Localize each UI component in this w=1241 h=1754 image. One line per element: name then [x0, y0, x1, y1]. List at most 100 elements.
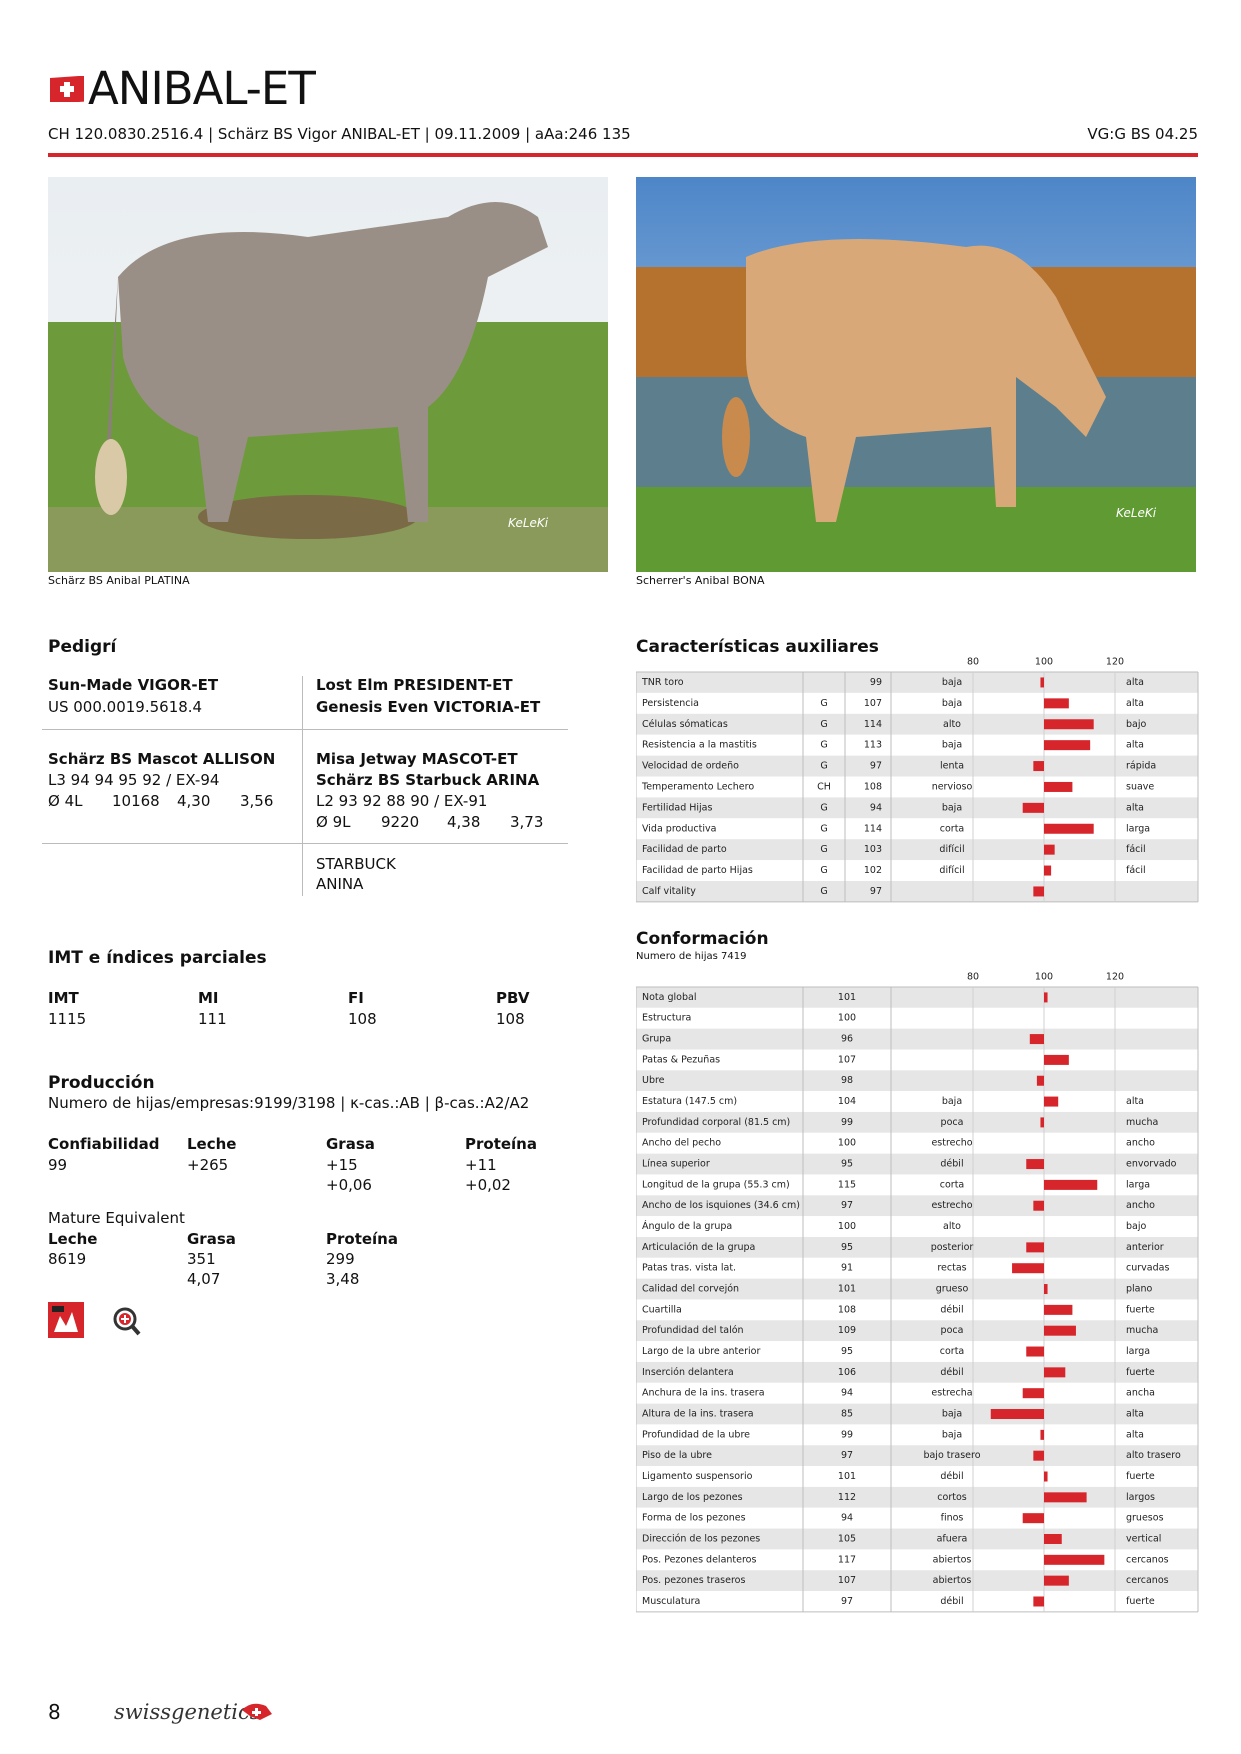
- row-background: [636, 1403, 1198, 1425]
- row-value: 107: [864, 698, 882, 709]
- low-label: débil: [940, 1471, 963, 1482]
- x-tick-label: 80: [967, 657, 979, 668]
- row-background: [636, 1299, 1198, 1321]
- row-background: [636, 818, 1198, 840]
- row-value: 97: [870, 886, 882, 897]
- row-background: [636, 1195, 1198, 1217]
- row-label: Temperamento Lechero: [641, 781, 754, 792]
- divider: [302, 676, 303, 896]
- high-label: fácil: [1126, 865, 1146, 876]
- brand-logo: [242, 1703, 272, 1720]
- row-value: 94: [870, 802, 882, 813]
- bar: [1044, 740, 1091, 751]
- low-label: estrecho: [931, 1138, 972, 1149]
- production-value: +0,06: [326, 1176, 372, 1194]
- section-title: Conformación: [636, 929, 769, 949]
- row-label: Ubre: [642, 1075, 665, 1086]
- row-background: [636, 1445, 1198, 1467]
- low-label: débil: [940, 1596, 963, 1607]
- mature-value: 299: [326, 1250, 355, 1268]
- low-label: débil: [940, 1304, 963, 1315]
- high-label: rápida: [1126, 761, 1156, 772]
- row-label: Fertilidad Hijas: [642, 802, 712, 813]
- row-value: 109: [838, 1325, 856, 1336]
- bar: [1012, 1263, 1044, 1274]
- bar: [1033, 761, 1044, 772]
- row-label: Longitud de la grupa (55.3 cm): [642, 1179, 790, 1190]
- id-line: CH 120.0830.2516.4 | Schärz BS Vigor ANI…: [48, 125, 631, 143]
- high-label: larga: [1126, 1346, 1150, 1357]
- x-tick-label: 120: [1106, 657, 1124, 668]
- row-value: 94: [841, 1513, 853, 1524]
- bar: [1044, 1179, 1098, 1190]
- row-value: 108: [864, 781, 882, 792]
- row-label: Línea superior: [642, 1159, 710, 1170]
- x-tick-label: 100: [1035, 972, 1053, 983]
- low-label: nervioso: [932, 781, 973, 792]
- row-label: Vida productiva: [642, 823, 716, 834]
- divider: [42, 843, 568, 844]
- row-value: 103: [864, 844, 882, 855]
- row-background: [636, 1549, 1198, 1571]
- high-label: plano: [1126, 1284, 1153, 1295]
- bar: [1033, 886, 1044, 897]
- production-value: 99: [48, 1156, 68, 1174]
- row-label: Nota global: [642, 992, 696, 1003]
- page-number: 8: [48, 1700, 61, 1724]
- high-label: cercanos: [1126, 1575, 1169, 1586]
- high-label: envorvado: [1126, 1159, 1177, 1170]
- production-value: +15: [326, 1156, 358, 1174]
- granddam-lactation: 9220: [381, 813, 420, 831]
- row-background: [636, 755, 1198, 777]
- row-label: Resistencia a la mastitis: [642, 740, 757, 751]
- high-label: alta: [1126, 698, 1144, 709]
- low-label: posterior: [931, 1242, 974, 1253]
- row-value: 98: [841, 1075, 853, 1086]
- row-background: [636, 1028, 1198, 1050]
- chart: 80 100 120 TNR toro 99 baja alta Persistencia G 1…: [636, 657, 1199, 903]
- row-label: Ligamento suspensorio: [642, 1471, 753, 1482]
- high-label: anterior: [1126, 1242, 1164, 1253]
- row-value: 100: [838, 1138, 856, 1149]
- index-label: PBV: [496, 989, 530, 1007]
- row-background: [636, 860, 1198, 881]
- high-label: cercanos: [1126, 1554, 1169, 1565]
- divider: [42, 729, 568, 730]
- granddam-lactation: 3,73: [510, 813, 544, 831]
- production-label: Leche: [187, 1135, 237, 1153]
- bar: [1036, 1075, 1044, 1086]
- photo-caption: Scherrer's Anibal BONA: [636, 574, 765, 587]
- production-value: +265: [187, 1156, 229, 1174]
- row-label: Musculatura: [642, 1596, 700, 1607]
- low-label: bajo trasero: [923, 1450, 980, 1461]
- chart-subtitle: Numero de hijas 7419: [636, 951, 747, 962]
- row-label: Persistencia: [642, 698, 699, 709]
- row-value: 114: [864, 719, 882, 730]
- high-label: alta: [1126, 802, 1144, 813]
- photo-caption: Schärz BS Anibal PLATINA: [48, 574, 190, 587]
- high-label: fuerte: [1126, 1304, 1155, 1315]
- low-label: débil: [940, 1159, 963, 1170]
- bar: [1026, 1242, 1044, 1253]
- high-label: alto trasero: [1126, 1450, 1181, 1461]
- row-value: 115: [838, 1179, 856, 1190]
- great-grandsire: STARBUCK: [316, 855, 396, 873]
- row-background: [636, 1007, 1198, 1029]
- chart: 80 100 120 Nota global 101 Estructura 100 Grupa…: [636, 972, 1199, 1613]
- high-label: fuerte: [1126, 1367, 1155, 1378]
- dam-classification: L3 94 94 95 92 / EX-94: [48, 771, 220, 789]
- paternal-granddam: Genesis Even VICTORIA-ET: [316, 698, 541, 716]
- bar: [1040, 677, 1044, 688]
- low-label: corta: [940, 823, 965, 834]
- row-label: Ancho del pecho: [642, 1138, 721, 1149]
- row-value: 97: [841, 1450, 853, 1461]
- high-label: ancho: [1126, 1200, 1155, 1211]
- row-value: 102: [864, 865, 882, 876]
- high-label: fuerte: [1126, 1471, 1155, 1482]
- row-label: Calf vitality: [642, 886, 696, 897]
- row-background: [636, 1591, 1198, 1612]
- row-value: 97: [841, 1200, 853, 1211]
- mature-equivalent-title: Mature Equivalent: [48, 1209, 185, 1227]
- low-label: lenta: [940, 761, 964, 772]
- high-label: alta: [1126, 740, 1144, 751]
